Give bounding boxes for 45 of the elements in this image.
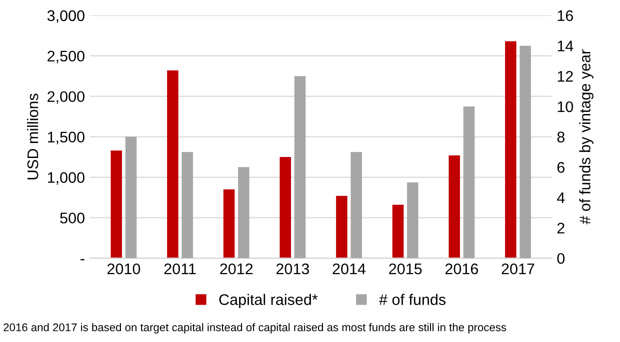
x-tick-label: 2012 [220, 263, 253, 274]
y2-tick-label: 0 [557, 253, 565, 264]
bar [223, 189, 235, 258]
y2-tick-label: 4 [557, 192, 565, 204]
x-tick-label: 2015 [389, 263, 422, 274]
y-tick-label: 1,000 [48, 172, 84, 185]
bar [280, 157, 291, 258]
bar [392, 204, 404, 258]
bar [336, 196, 348, 258]
bar [294, 76, 306, 258]
y-axis-title: USD millions [27, 94, 38, 180]
bar [463, 106, 475, 258]
legend-label: Capital raised* [219, 294, 318, 308]
y-tick-label: - [80, 259, 84, 260]
y2-tick-label: 12 [558, 70, 573, 82]
y2-tick-label: 14 [558, 40, 574, 52]
bar [182, 152, 193, 258]
y2-axis-title: # of funds by vintage year [579, 50, 594, 224]
text: 2016 and 2017 is based on target capital instead of capital raised as most funds are still in the process [4, 323, 506, 334]
bar [238, 167, 250, 258]
bar [110, 150, 122, 258]
x-tick-label: 2017 [502, 263, 534, 274]
bar [448, 155, 460, 258]
y2-tick-label: 6 [557, 162, 564, 173]
y2-tick-label: 2 [557, 222, 564, 234]
y2-tick-label: 8 [557, 132, 564, 142]
x-tick-label: 2016 [445, 263, 478, 274]
x-tick-label: 2014 [332, 263, 366, 274]
bar [407, 182, 418, 258]
y2-tick-label: 16 [558, 10, 573, 22]
y-tick-label: 1,500 [48, 132, 84, 144]
y2-tick-label: 10 [558, 101, 574, 112]
x-tick-label: 2013 [276, 263, 310, 274]
bar [125, 136, 137, 258]
y-tick-label: 2,000 [48, 91, 84, 104]
legend-label: # of funds [379, 294, 446, 306]
y-tick-label: 2,500 [48, 50, 84, 64]
bar [505, 41, 516, 258]
bar [167, 70, 178, 258]
bar [520, 46, 531, 258]
y-tick-label: 3,000 [47, 10, 84, 23]
bar [350, 152, 362, 258]
y-tick-label: 500 [60, 212, 84, 224]
x-tick-label: 2011 [164, 263, 196, 274]
x-tick-label: 2010 [107, 263, 140, 274]
